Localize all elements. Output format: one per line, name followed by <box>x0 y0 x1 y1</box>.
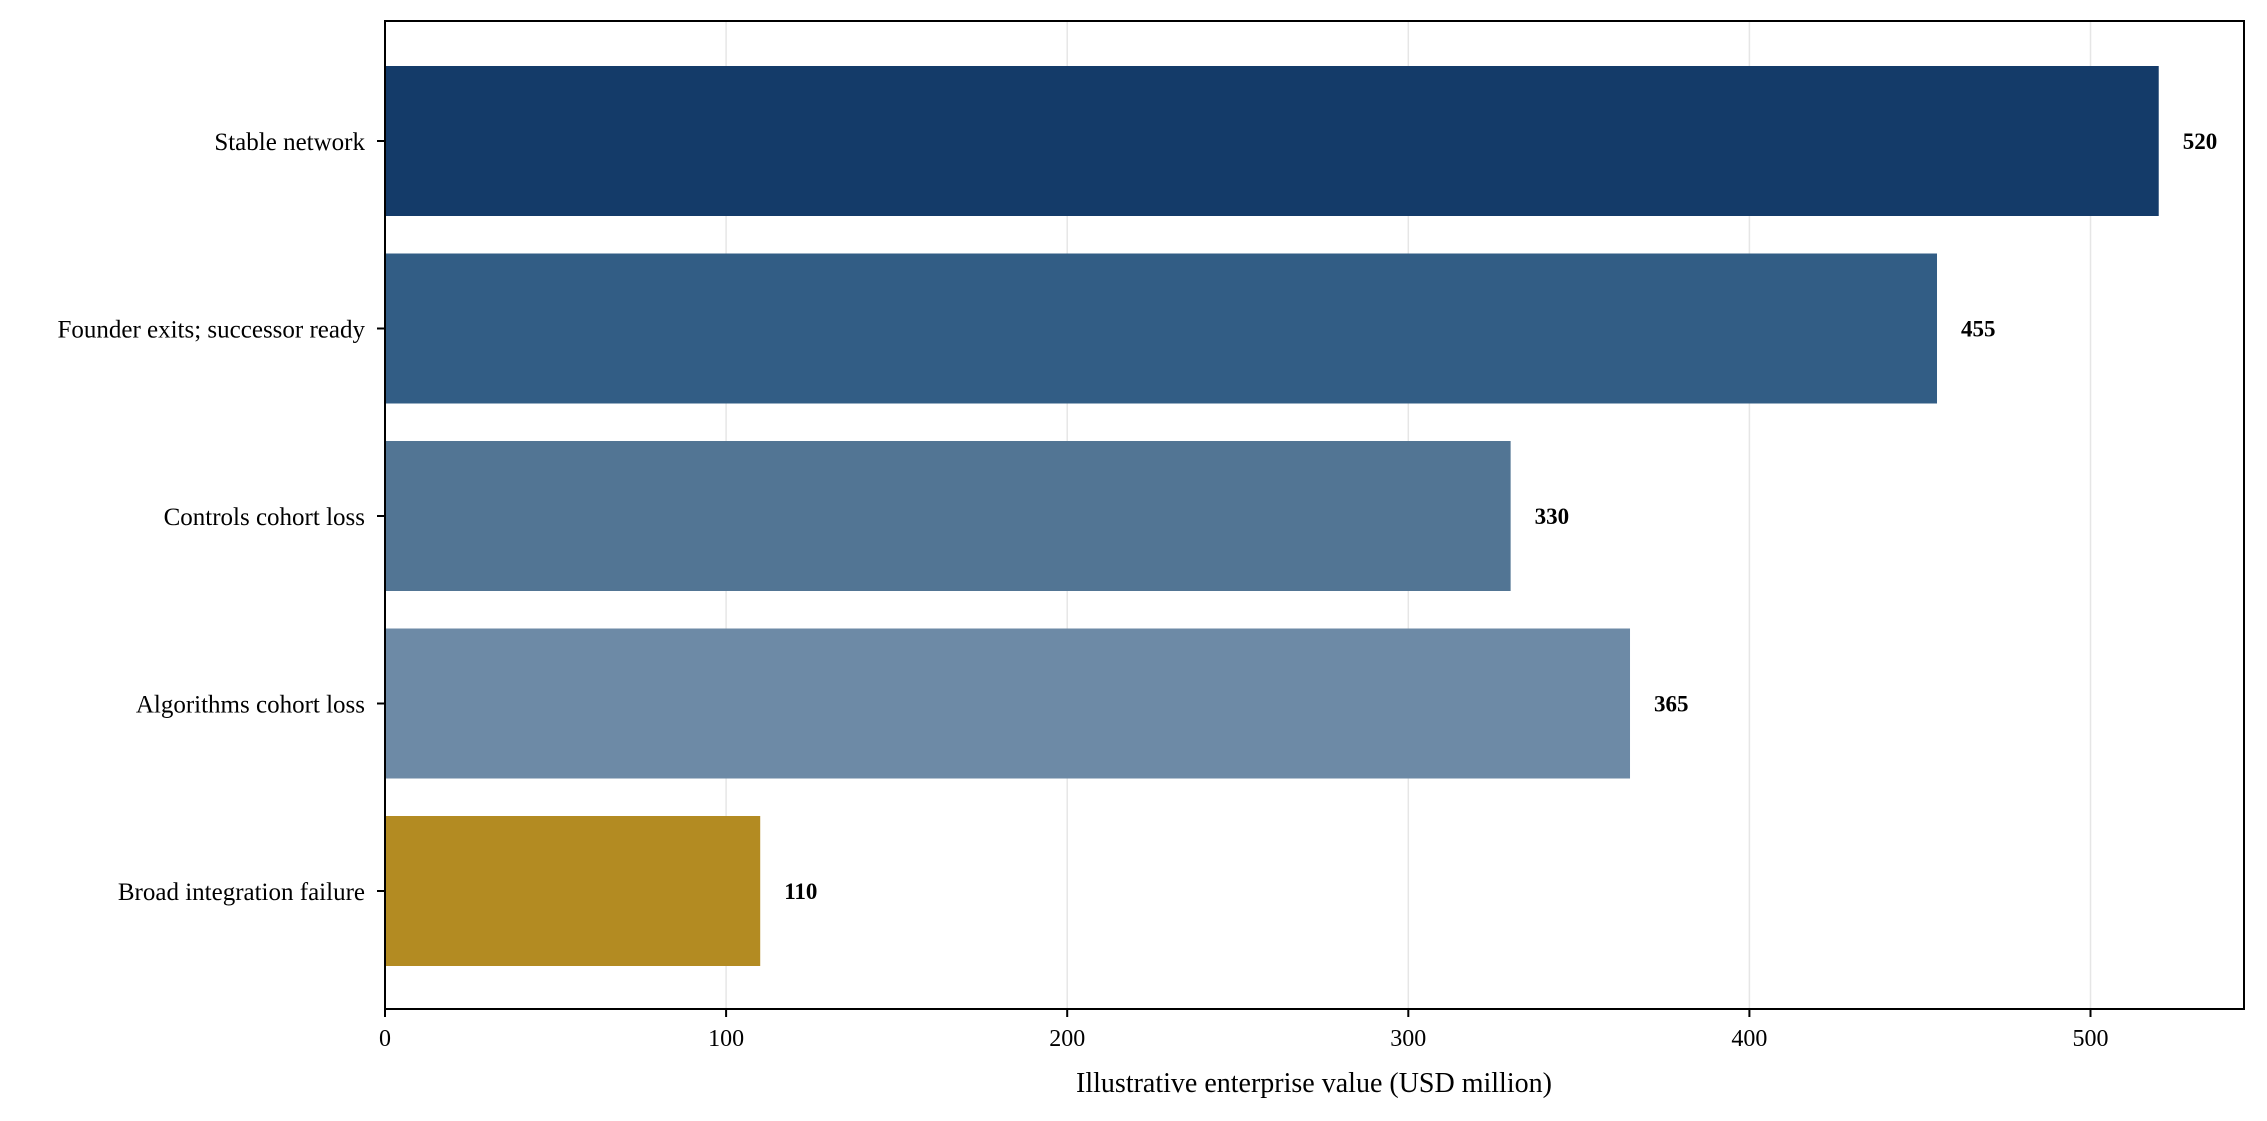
category-label: Broad integration failure <box>118 879 365 906</box>
data-label: 330 <box>1535 504 1570 529</box>
data-label: 110 <box>784 879 817 904</box>
category-label: Founder exits; successor ready <box>57 317 365 344</box>
x-axis: 0 100 200 300 400 500 <box>379 1009 2109 1052</box>
x-axis-title: Illustrative enterprise value (USD milli… <box>1076 1068 1552 1099</box>
x-tick-label: 100 <box>708 1026 744 1052</box>
bar <box>385 441 1511 591</box>
y-axis: Stable network Founder exits; successor r… <box>57 129 385 906</box>
bar <box>385 628 1631 779</box>
x-tick-label: 400 <box>1731 1026 1767 1052</box>
bar <box>385 253 1938 404</box>
x-tick-label: 500 <box>2073 1026 2109 1052</box>
x-tick-label: 200 <box>1049 1026 1085 1052</box>
bar <box>385 816 761 966</box>
data-label: 520 <box>2183 129 2218 154</box>
data-labels: 520 455 330 365 110 <box>784 129 2217 904</box>
data-label: 455 <box>1961 317 1996 342</box>
category-label: Controls cohort loss <box>164 504 365 531</box>
bar <box>385 66 2159 216</box>
category-label: Stable network <box>214 129 365 156</box>
x-tick-label: 0 <box>379 1026 391 1052</box>
category-label: Algorithms cohort loss <box>136 692 365 719</box>
data-label: 365 <box>1654 692 1689 717</box>
bars <box>385 66 2159 966</box>
x-tick-label: 300 <box>1390 1026 1426 1052</box>
